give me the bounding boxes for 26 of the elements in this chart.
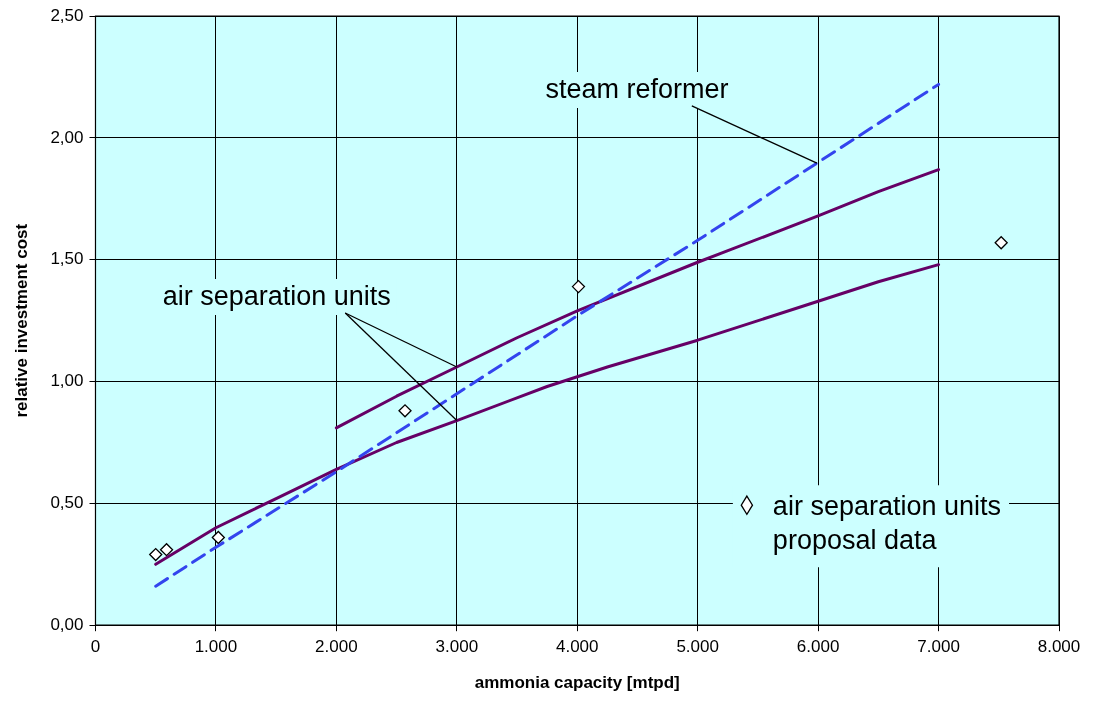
annotation: steam reformer [545,73,729,104]
y-tick-label: 1,00 [50,371,84,391]
y-axis-title: relative investment cost [11,223,31,418]
annotation: air separation units [162,280,391,311]
point [149,547,163,562]
x-tick-label: 7.000 [917,637,960,657]
legend-label: air separation units proposal data [772,491,1002,556]
x-tick-label: 6.000 [796,637,840,657]
x-tick-label: 5.000 [676,637,719,657]
x-tick-label: 3.000 [435,637,479,657]
y-tick-label: 1,50 [50,249,84,269]
x-tick-label: 8.000 [1037,637,1081,657]
point [159,543,174,557]
y-tick-label: 0,50 [50,493,84,513]
x-axis-title: ammonia capacity [mtpd] [474,673,680,693]
x-tick-label: 0 [90,637,101,657]
y-tick-label: 0,00 [50,614,84,634]
point [398,404,412,418]
y-tick-label: 2,50 [50,5,84,25]
x-tick-label: 4.000 [555,637,599,657]
y-tick-label: 2,00 [50,127,84,147]
point [994,236,1008,250]
point [211,530,225,545]
point [571,279,586,294]
x-tick-label: 2.000 [315,637,358,657]
x-tick-label: 1.000 [194,637,238,657]
